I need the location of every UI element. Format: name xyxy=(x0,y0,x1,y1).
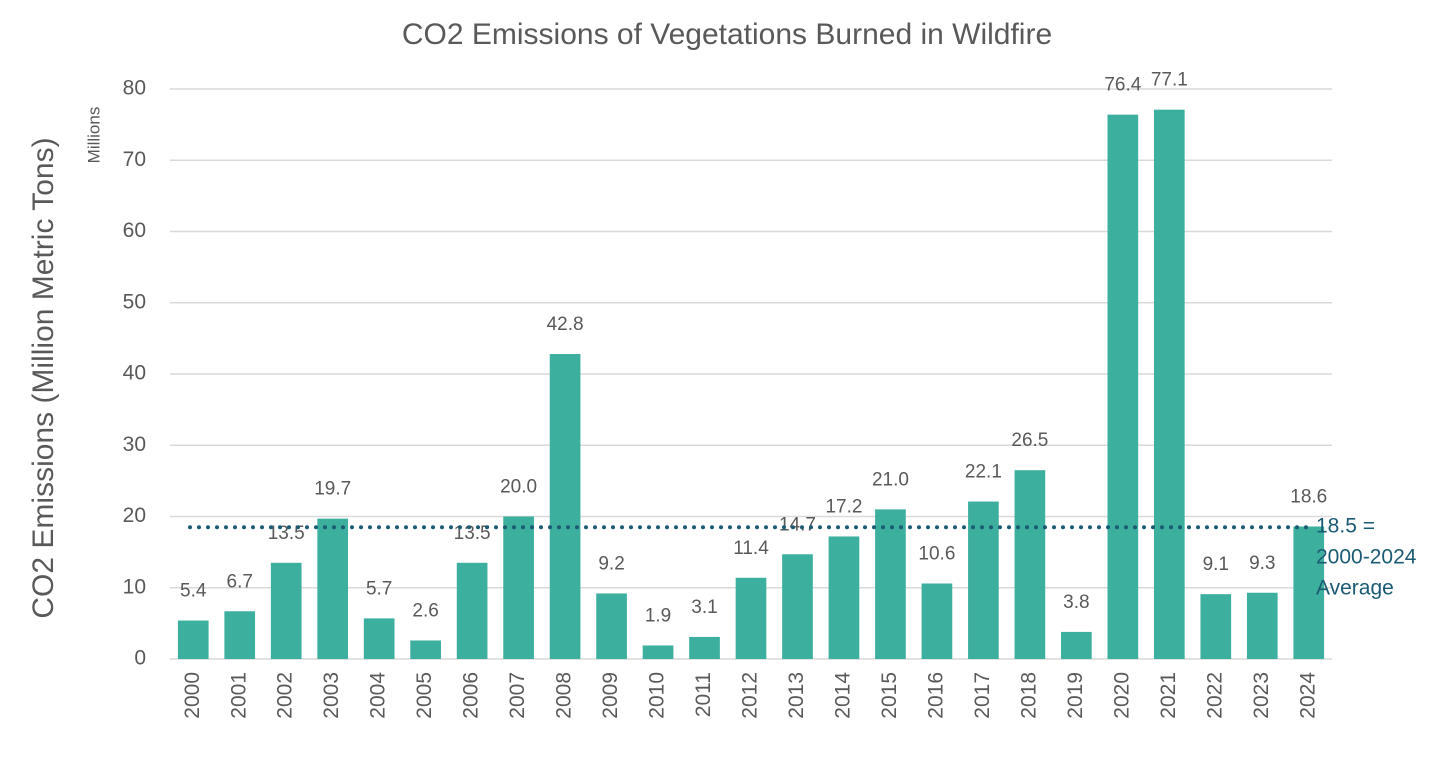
bar xyxy=(177,620,209,659)
x-tick-label: 2020 xyxy=(1110,672,1133,719)
x-tick-label: 2005 xyxy=(413,672,436,719)
bar xyxy=(224,611,256,659)
y-tick-label: 10 xyxy=(123,575,146,598)
value-label: 3.1 xyxy=(691,597,717,618)
reference-label: 18.5 = xyxy=(1316,515,1375,538)
x-tick-label: 2017 xyxy=(971,672,994,719)
x-tick-label: 2023 xyxy=(1250,672,1273,719)
value-label: 5.4 xyxy=(180,581,207,602)
bar xyxy=(270,562,302,659)
x-tick-label: 2010 xyxy=(646,672,669,719)
bar xyxy=(642,645,674,659)
bar xyxy=(828,536,860,659)
x-tick-label: 2024 xyxy=(1296,672,1319,719)
bar xyxy=(317,518,349,659)
bar xyxy=(456,562,488,659)
bar xyxy=(875,509,906,659)
bar xyxy=(689,636,720,659)
reference-label: 2000-2024 xyxy=(1316,546,1417,569)
bar xyxy=(549,354,581,659)
x-tick-label: 2007 xyxy=(506,672,529,719)
x-tick-label: 2001 xyxy=(227,672,250,719)
value-label: 77.1 xyxy=(1151,70,1188,91)
y-axis-title: CO2 Emissions (Million Metric Tons) xyxy=(27,137,60,618)
y-tick-label: 70 xyxy=(123,148,146,171)
bar xyxy=(782,554,813,659)
x-tick-label: 2018 xyxy=(1017,672,1040,719)
value-label: 9.1 xyxy=(1203,554,1229,575)
value-label: 26.5 xyxy=(1011,430,1048,451)
chart-title: CO2 Emissions of Vegetations Burned in W… xyxy=(402,18,1052,51)
bar xyxy=(363,618,395,659)
x-tick-label: 2013 xyxy=(785,672,808,719)
value-label: 42.8 xyxy=(547,314,584,335)
value-label: 13.5 xyxy=(454,523,491,544)
value-label: 14.7 xyxy=(779,514,816,535)
x-tick-label: 2015 xyxy=(878,672,901,719)
value-label: 18.6 xyxy=(1290,486,1327,507)
value-label: 17.2 xyxy=(825,496,862,517)
value-label: 1.9 xyxy=(645,605,671,626)
value-label: 21.0 xyxy=(872,469,909,490)
y-tick-label: 20 xyxy=(123,504,146,527)
x-tick-label: 2016 xyxy=(924,672,947,719)
value-label: 2.6 xyxy=(412,600,438,621)
value-label: 76.4 xyxy=(1104,75,1141,96)
y-tick-label: 50 xyxy=(123,290,146,313)
value-label: 10.6 xyxy=(918,543,955,564)
y-tick-label: 60 xyxy=(123,219,146,242)
value-label: 22.1 xyxy=(965,462,1002,483)
bar xyxy=(1153,109,1185,660)
value-label: 19.7 xyxy=(314,479,351,500)
x-tick-label: 2019 xyxy=(1064,672,1087,719)
x-tick-label: 2021 xyxy=(1157,672,1180,719)
y-unit-label: Millions xyxy=(84,107,103,164)
x-tick-label: 2014 xyxy=(832,672,855,719)
x-tick-label: 2008 xyxy=(553,672,576,719)
bar xyxy=(410,640,441,659)
x-tick-label: 2004 xyxy=(367,672,390,719)
reference-label: Average xyxy=(1316,577,1394,600)
value-label: 13.5 xyxy=(268,523,305,544)
value-label: 9.2 xyxy=(598,553,624,574)
y-tick-label: 80 xyxy=(123,77,146,100)
bar xyxy=(1014,470,1046,659)
value-label: 11.4 xyxy=(733,538,769,559)
value-label: 20.0 xyxy=(500,477,537,498)
y-tick-label: 30 xyxy=(123,433,146,456)
value-label: 3.8 xyxy=(1063,592,1089,613)
x-tick-label: 2003 xyxy=(320,672,343,719)
y-tick-label: 40 xyxy=(123,362,146,385)
value-label: 9.3 xyxy=(1249,553,1275,574)
x-tick-label: 2009 xyxy=(599,672,622,719)
bar xyxy=(1200,594,1232,659)
bar xyxy=(921,583,953,659)
x-tick-label: 2000 xyxy=(181,672,204,719)
bar xyxy=(735,577,767,659)
x-tick-label: 2002 xyxy=(274,672,297,719)
x-tick-label: 2012 xyxy=(739,672,762,719)
y-tick-label: 0 xyxy=(134,647,146,670)
bar xyxy=(596,593,627,659)
x-tick-label: 2022 xyxy=(1203,672,1226,719)
bar xyxy=(1061,631,1092,659)
x-tick-label: 2006 xyxy=(460,672,483,719)
bar xyxy=(968,501,999,659)
bar xyxy=(1246,592,1278,659)
value-label: 6.7 xyxy=(227,571,253,592)
bar xyxy=(1293,526,1325,659)
x-tick-label: 2011 xyxy=(692,672,715,717)
bar xyxy=(1107,114,1139,659)
bar xyxy=(503,516,534,659)
value-label: 5.7 xyxy=(366,578,392,599)
